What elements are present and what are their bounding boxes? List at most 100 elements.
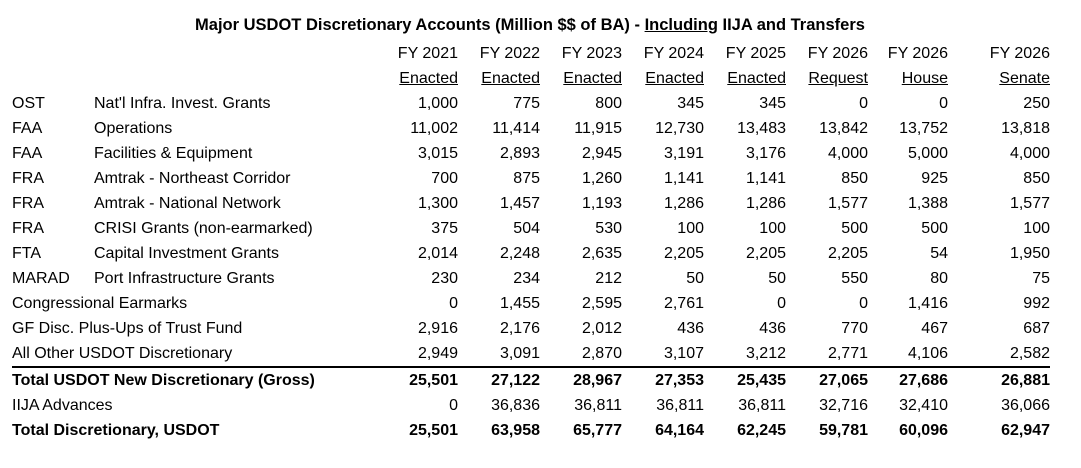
value-cell: 550 [841,269,868,287]
value-cell: 65,777 [573,421,622,439]
value-cell: 54 [930,244,948,262]
value-cell: 2,916 [417,319,458,337]
title-text: Major USDOT Discretionary Accounts (Mill… [195,16,645,34]
value-cell: 1,388 [907,194,948,212]
value-cell: 1,950 [1009,244,1050,262]
value-cell: 500 [921,219,948,237]
column-header-status: Enacted [622,66,704,91]
value-cell: 25,435 [704,366,786,393]
header-blank [12,41,94,66]
value-cell: 4,000 [1009,144,1050,162]
value-cell: 62,245 [737,421,786,439]
column-header-status: Request [786,66,868,91]
value-cell: 1,141 [663,169,704,187]
value-cell: 50 [686,269,704,287]
value-cell: 436 [677,319,704,337]
value-cell: 100 [759,219,786,237]
column-header-status-text: Enacted [481,69,540,87]
value-cell: 50 [768,269,786,287]
value-cell: 345 [759,94,786,112]
agency-cell: FRA [12,219,44,237]
value-cell: 26,881 [948,366,1050,393]
value-cell: 530 [595,219,622,237]
value-cell: 60,096 [899,421,948,439]
value-cell: 2,635 [581,244,622,262]
account-label: Port Infrastructure Grants [94,269,275,287]
header-blank [94,66,378,91]
value-cell: 0 [859,94,868,112]
value-cell: 504 [513,219,540,237]
table-title: Major USDOT Discretionary Accounts (Mill… [0,16,1060,35]
value-cell: 2,205 [663,244,704,262]
value-cell: 12,730 [655,119,704,137]
title-emphasis: Including [644,16,718,34]
value-cell: 11,414 [492,119,540,137]
value-cell: 2,582 [1009,344,1050,362]
value-cell: 1,141 [745,169,786,187]
total-row: Total Discretionary, USDOT 25,501 63,958 65… [12,418,1050,443]
header-row-year: FY 2021 FY 2022 FY 2023 FY 2024 FY 2025 FY 20… [12,41,1050,66]
discretionary-accounts-table: FY 2021 FY 2022 FY 2023 FY 2024 FY 2025 FY 20… [12,41,1050,443]
value-cell: 0 [449,396,458,414]
header-blank [12,66,94,91]
value-cell: 64,164 [655,421,704,439]
value-cell: 2,205 [827,244,868,262]
column-header-status-text: House [901,69,948,87]
account-label: Capital Investment Grants [94,244,279,262]
agency-cell: FRA [12,194,44,212]
table-row: FAA Operations 11,002 11,414 11,915 12,730 13,… [12,116,1050,141]
value-cell: 2,014 [417,244,458,262]
table-row: IIJA Advances 0 36,836 36,811 36,811 36,811 32… [12,393,1050,418]
value-cell: 5,000 [907,144,948,162]
value-cell: 32,716 [819,396,868,414]
value-cell: 875 [513,169,540,187]
agency-cell: FAA [12,119,43,137]
value-cell: 2,248 [499,244,540,262]
value-cell: 0 [859,294,868,312]
table-row: FRA Amtrak - National Network 1,300 1,457 1,… [12,191,1050,216]
value-cell: 992 [1023,294,1050,312]
value-cell: 13,818 [1001,119,1050,137]
column-header-status: House [868,66,948,91]
value-cell: 100 [1023,219,1050,237]
value-cell: 1,260 [581,169,622,187]
value-cell: 2,893 [499,144,540,162]
agency-cell: FAA [12,144,43,162]
value-cell: 1,000 [417,94,458,112]
account-label: Amtrak - Northeast Corridor [94,169,291,187]
table-row: OST Nat'l Infra. Invest. Grants 1,000 775 80… [12,91,1050,116]
agency-cell: FTA [12,244,42,262]
value-cell: 850 [841,169,868,187]
value-cell: 2,771 [827,344,868,362]
value-cell: 2,595 [581,294,622,312]
agency-cell: FRA [12,169,44,187]
column-header-status-text: Enacted [727,69,786,87]
table-row: FRA Amtrak - Northeast Corridor 700 875 1,26… [12,166,1050,191]
account-label: Operations [94,119,173,137]
value-cell: 1,577 [827,194,868,212]
value-cell: 775 [513,94,540,112]
value-cell: 13,842 [819,119,868,137]
value-cell: 1,457 [499,194,540,212]
value-cell: 36,811 [574,396,622,414]
account-label: Congressional Earmarks [12,294,188,312]
value-cell: 63,958 [491,421,540,439]
column-header-status-text: Enacted [399,69,458,87]
value-cell: 4,106 [907,344,948,362]
value-cell: 2,205 [745,244,786,262]
value-cell: 234 [513,269,540,287]
value-cell: 2,176 [499,319,540,337]
column-header-status: Senate [948,66,1050,91]
value-cell: 3,176 [745,144,786,162]
value-cell: 345 [677,94,704,112]
value-cell: 0 [449,294,458,312]
value-cell: 1,455 [499,294,540,312]
value-cell: 32,410 [899,396,948,414]
column-header-status-text: Enacted [645,69,704,87]
table-row: FAA Facilities & Equipment 3,015 2,893 2,945… [12,141,1050,166]
value-cell: 2,949 [417,344,458,362]
value-cell: 1,286 [663,194,704,212]
table-row: FRA CRISI Grants (non-earmarked) 375 504 530… [12,216,1050,241]
column-header-year: FY 2026 [887,44,948,62]
value-cell: 1,193 [581,194,622,212]
